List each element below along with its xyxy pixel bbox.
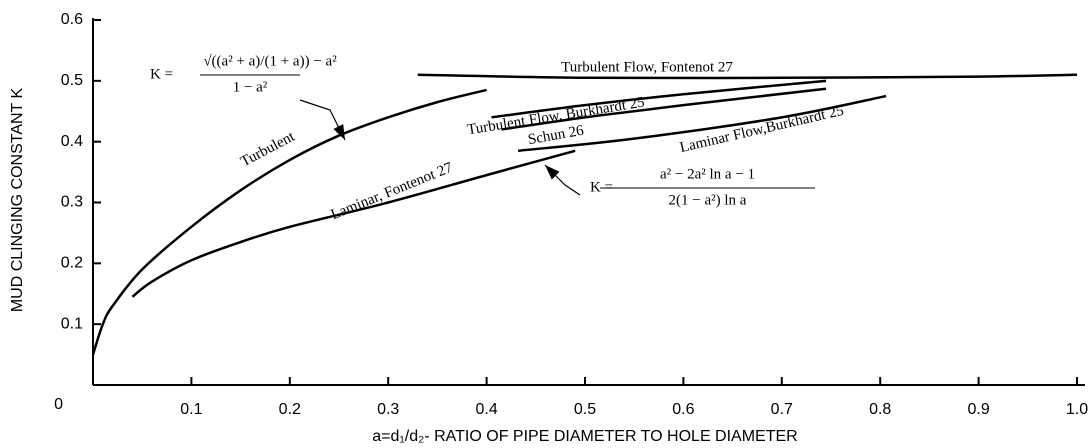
formula-numerator: a² − 2a² ln a − 1: [660, 166, 755, 182]
curve-label: Laminar, Fontenot 27: [329, 160, 456, 224]
curve: [131, 149, 576, 298]
y-tick-label: 0.6: [61, 11, 83, 28]
arrow-head: [333, 124, 345, 140]
x-axis-label: a=d₁/d₂- RATIO OF PIPE DIAMETER TO HOLE …: [372, 428, 797, 445]
x-tick-label: 0.5: [574, 401, 596, 418]
y-tick-label: 0.2: [61, 255, 83, 272]
y-tick-label: 0: [54, 396, 63, 413]
x-tick-label: 0.4: [475, 401, 497, 418]
curve-label: Turbulent Flow, Fontenot 27: [561, 59, 733, 75]
formula-lhs: K =: [150, 66, 173, 82]
formula-denominator: 1 − a²: [233, 79, 268, 95]
formula-denominator: 2(1 − a²) ln a: [669, 192, 747, 208]
y-tick-label: 0.3: [61, 194, 83, 211]
formula-numerator: √((a² + a)/(1 + a)) − a²: [203, 53, 337, 69]
x-tick-label: 0.9: [967, 401, 989, 418]
x-tick-label: 1.0: [1066, 401, 1088, 418]
y-tick-label: 0.4: [61, 133, 83, 150]
arrow-line: [299, 99, 346, 141]
formula-lhs: K =: [590, 179, 613, 195]
arrow-head: [545, 165, 560, 180]
y-tick-label: 0.1: [61, 315, 83, 332]
x-tick-label: 0.1: [180, 401, 202, 418]
x-tick-label: 0.3: [377, 401, 399, 418]
curve-label: Turbulent: [238, 128, 298, 170]
x-tick-label: 0.6: [672, 401, 694, 418]
curve: [517, 94, 887, 153]
x-tick-label: 0.7: [771, 401, 793, 418]
curve: [491, 79, 827, 119]
curve: [91, 88, 487, 355]
curve: [501, 87, 827, 131]
y-tick-label: 0.5: [61, 72, 83, 89]
x-tick-label: 0.2: [279, 401, 301, 418]
curve: [417, 73, 1078, 80]
x-tick-label: 0.8: [869, 401, 891, 418]
y-axis-label: MUD CLINGING CONSTANT K: [9, 88, 26, 313]
